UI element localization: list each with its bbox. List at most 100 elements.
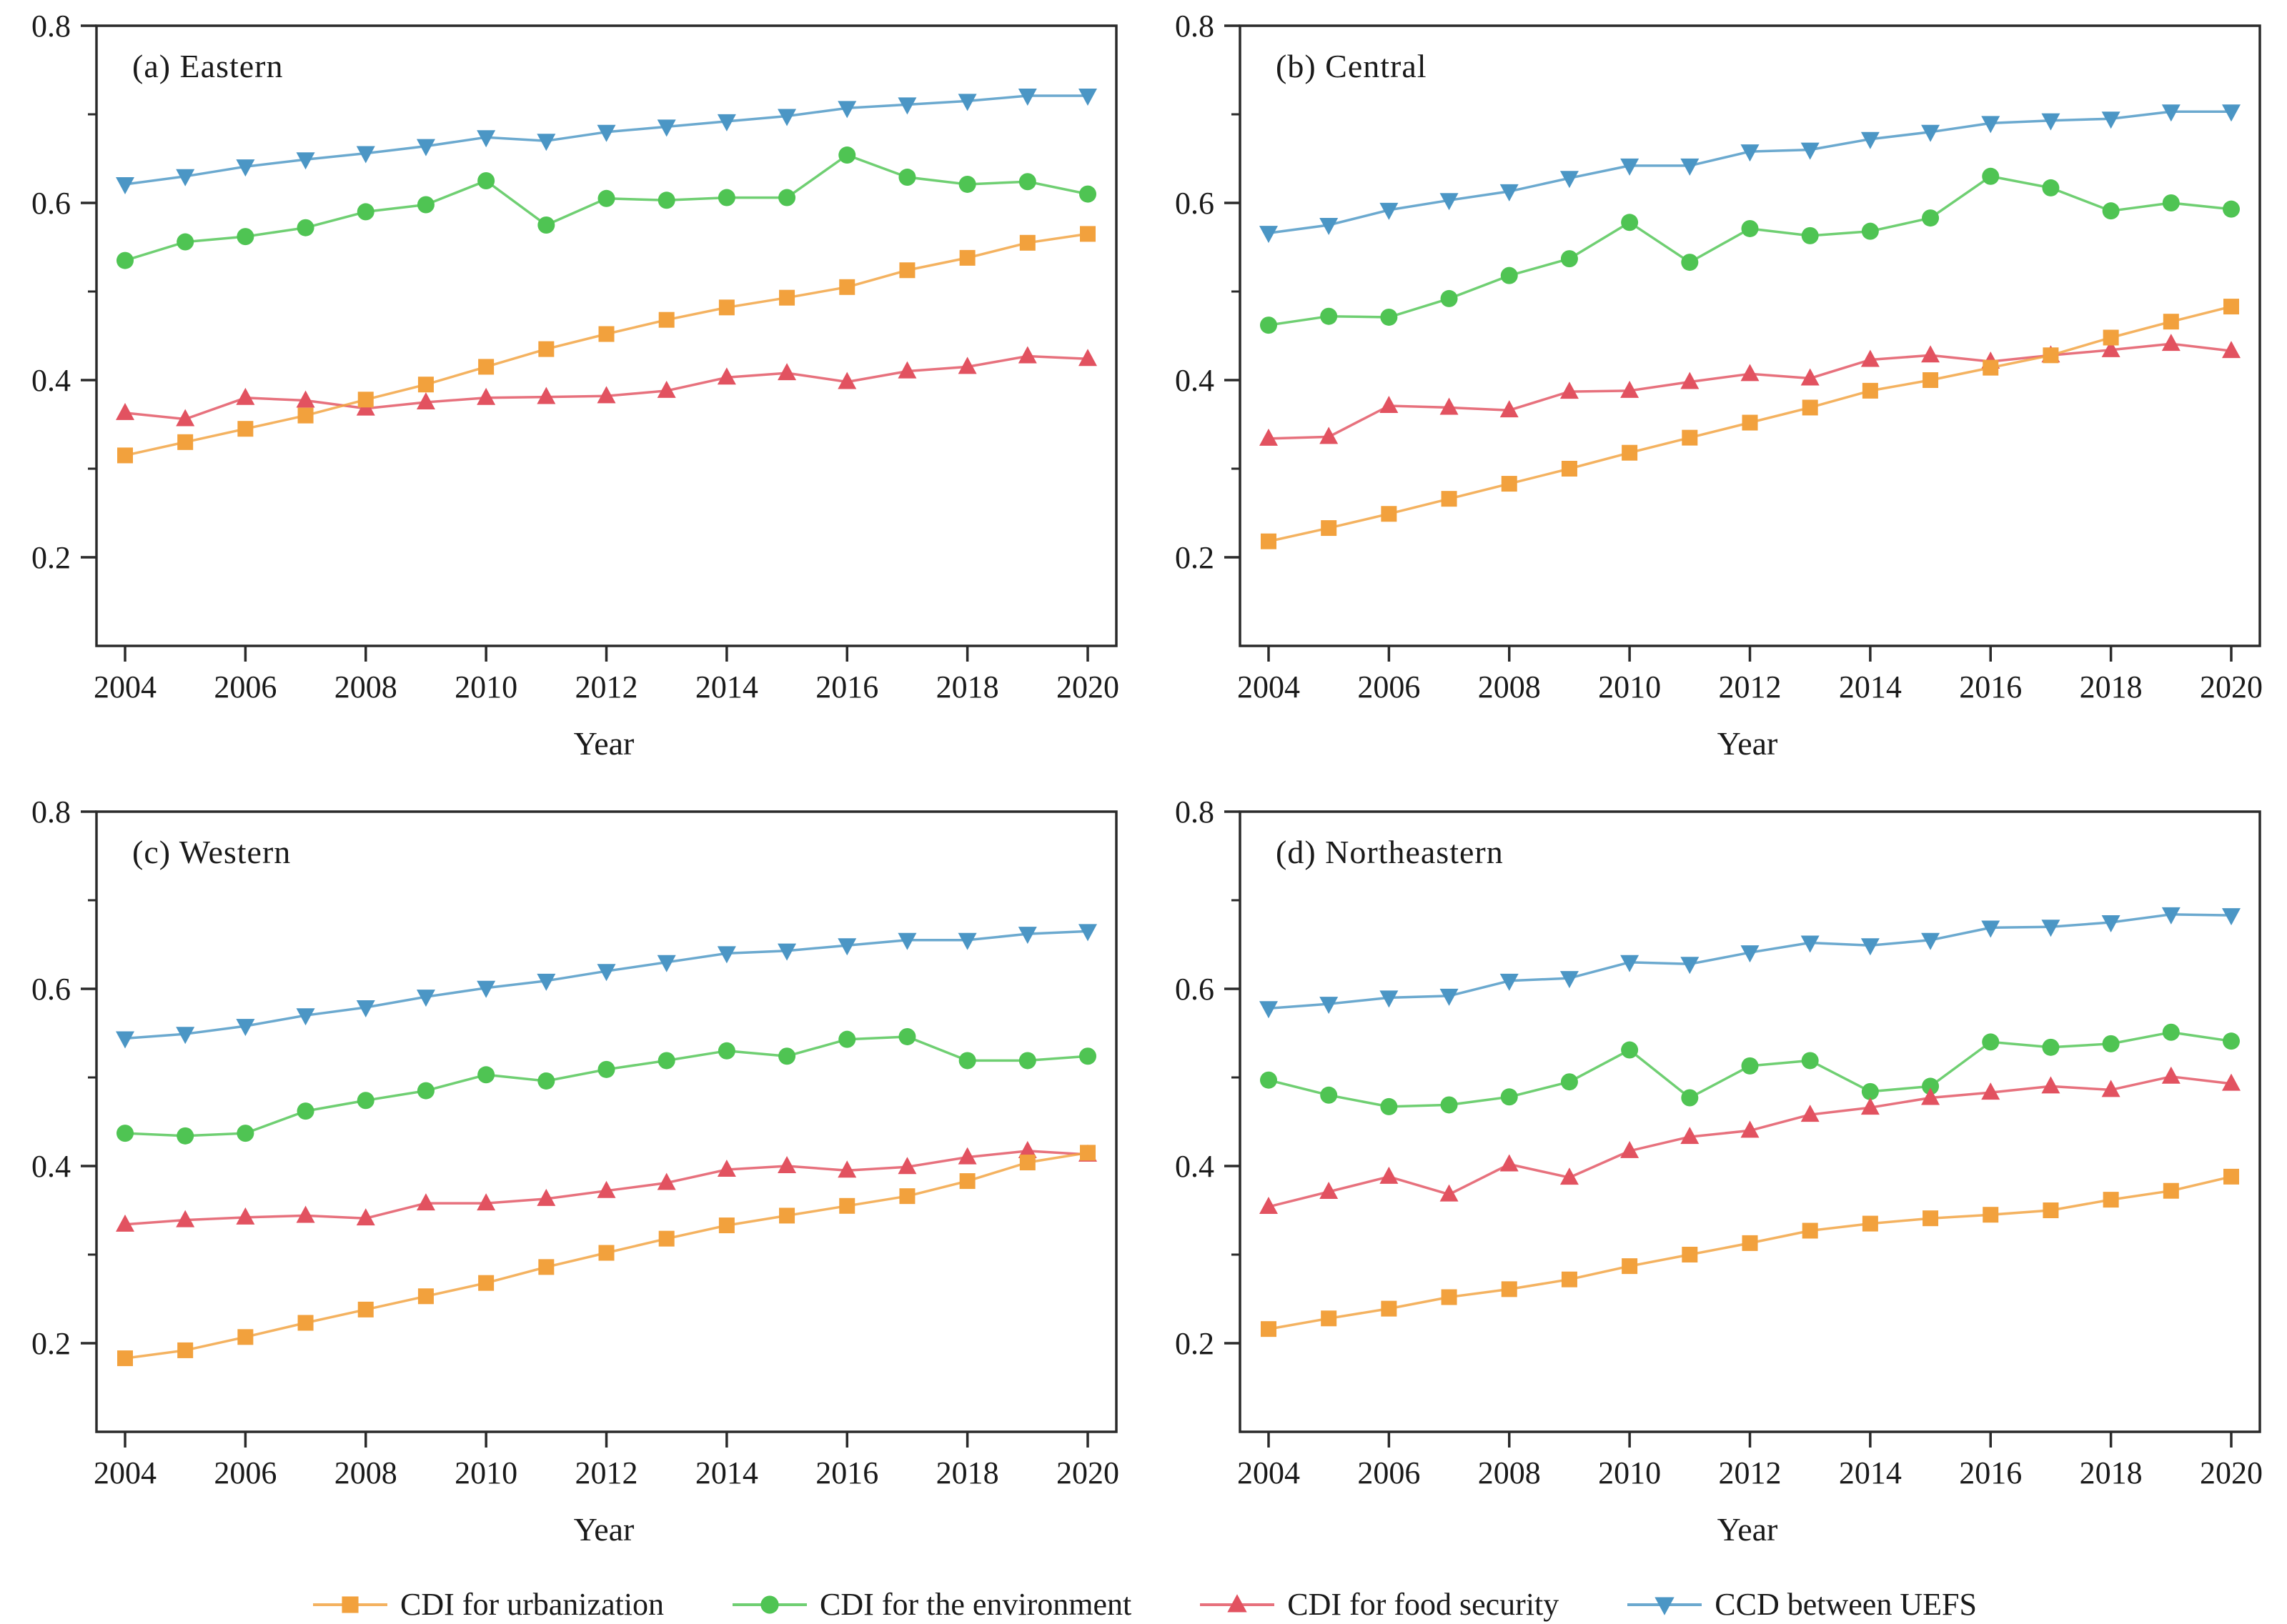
data-point-marker	[1861, 1082, 1879, 1100]
data-point-marker	[1380, 308, 1398, 326]
data-point-marker	[898, 361, 917, 379]
data-point-marker	[2041, 1076, 2060, 1094]
data-point-marker	[898, 169, 916, 186]
data-point-marker	[838, 146, 856, 164]
data-point-marker	[1742, 1235, 1758, 1251]
series-cdi-for-the-environment	[1260, 167, 2240, 334]
legend-label-urbanization: CDI for urbanization	[400, 1587, 665, 1622]
x-tick-label: 2016	[815, 1455, 878, 1490]
data-point-marker	[1018, 927, 1037, 945]
data-point-marker	[176, 169, 195, 186]
data-point-marker	[477, 387, 496, 405]
panel-northeastern: 0.2 0.4 0.6 0.8 2004 2006 2008 2010 2012 2014 2016…	[1144, 790, 2287, 1576]
data-point-marker	[1320, 307, 1338, 325]
data-point-marker	[117, 447, 133, 464]
data-point-marker	[1261, 533, 1276, 549]
data-point-marker	[1622, 1258, 1638, 1275]
xaxis-title-central: Year	[1717, 725, 1778, 762]
data-point-marker	[116, 251, 134, 269]
data-point-marker	[2163, 314, 2179, 330]
data-point-marker	[2041, 113, 2060, 131]
chart-grid: 0.2 0.4 0.6 0.8 2004 2006 2008 2010 2012 2014 2016…	[0, 9, 2287, 1576]
data-point-marker	[958, 94, 977, 111]
data-point-marker	[597, 964, 616, 982]
data-point-marker	[2223, 1032, 2240, 1050]
data-point-marker	[778, 1047, 796, 1065]
data-point-marker	[1620, 1140, 1639, 1158]
data-point-marker	[959, 1173, 976, 1190]
panel-western: 0.2 0.4 0.6 0.8 2004 2006 2008 2010 2012 2014 2016…	[0, 790, 1144, 1576]
data-point-marker	[1921, 345, 1940, 363]
x-tick-label: 2016	[1959, 1455, 2022, 1490]
data-point-marker	[357, 203, 374, 221]
data-point-marker	[1622, 444, 1638, 461]
data-point-marker	[958, 1147, 977, 1165]
data-point-marker	[1923, 1210, 1939, 1227]
data-point-marker	[1559, 171, 1579, 189]
data-point-marker	[537, 1072, 555, 1090]
data-point-marker	[236, 1207, 255, 1225]
data-point-marker	[538, 341, 555, 357]
axes: 0.2 0.4 0.6 0.8 2004 2006 2008 2010 2012 2014 2016…	[1175, 9, 2263, 704]
data-point-marker	[658, 312, 675, 328]
data-point-marker	[838, 1160, 857, 1178]
data-point-marker	[597, 1180, 616, 1198]
y-tick-label: 0.6	[1175, 972, 1214, 1007]
data-point-marker	[1019, 1155, 1036, 1171]
data-point-marker	[176, 409, 195, 427]
data-point-marker	[1499, 1154, 1519, 1172]
data-point-marker	[717, 114, 736, 131]
data-point-marker	[1380, 1097, 1398, 1115]
data-point-marker	[297, 407, 314, 424]
y-tick-label: 0.6	[31, 972, 71, 1007]
data-point-marker	[2161, 1066, 2181, 1084]
x-tick-label: 2020	[1056, 1455, 1119, 1490]
data-point-marker	[1439, 1184, 1459, 1202]
y-tick-label: 0.2	[31, 540, 71, 575]
data-point-marker	[1259, 1197, 1278, 1215]
data-point-marker	[1561, 461, 1577, 477]
data-point-marker	[598, 1245, 615, 1261]
data-point-marker	[1319, 427, 1339, 444]
data-point-marker	[1381, 506, 1397, 522]
data-point-marker	[2223, 299, 2239, 315]
data-point-marker	[1655, 1597, 1675, 1615]
data-point-marker	[778, 189, 796, 206]
chart-eastern-svg: 0.2 0.4 0.6 0.8 2004 2006 2008 2010 2012 2014 2016…	[31, 9, 1119, 704]
data-point-marker	[898, 932, 917, 950]
data-point-marker	[1321, 1310, 1337, 1327]
data-point-marker	[718, 299, 735, 316]
series-ccd-between-uefs	[1259, 104, 2241, 244]
y-tick-label: 0.4	[31, 363, 71, 398]
data-point-marker	[1740, 364, 1760, 382]
data-point-marker	[1259, 428, 1278, 446]
data-point-marker	[296, 152, 315, 170]
x-tick-label: 2020	[1056, 669, 1119, 704]
series-line	[1268, 110, 2231, 234]
data-point-marker	[717, 367, 736, 385]
data-point-marker	[718, 1217, 735, 1234]
x-tick-label: 2010	[1598, 669, 1661, 704]
y-tick-label: 0.6	[31, 186, 71, 221]
x-tick-label: 2012	[575, 669, 638, 704]
data-point-marker	[718, 189, 735, 206]
data-point-marker	[416, 139, 435, 156]
data-point-marker	[1440, 1096, 1458, 1114]
data-point-marker	[417, 1288, 434, 1305]
square-marker-icon	[310, 1588, 390, 1622]
x-tick-label: 2016	[815, 669, 878, 704]
data-point-marker	[1983, 359, 1999, 376]
data-point-marker	[1801, 1052, 1819, 1070]
chart-central-svg: 0.2 0.4 0.6 0.8 2004 2006 2008 2010 2012 2014 2016…	[1175, 9, 2263, 704]
y-tick-label: 0.8	[31, 9, 71, 44]
data-point-marker	[177, 434, 194, 450]
data-point-marker	[297, 219, 314, 236]
data-point-marker	[958, 932, 977, 950]
data-point-marker	[1559, 1167, 1579, 1185]
x-tick-label: 2006	[214, 669, 277, 704]
data-point-marker	[838, 372, 857, 389]
data-point-marker	[1260, 1071, 1277, 1089]
xaxis-title-western: Year	[573, 1511, 635, 1548]
data-point-marker	[778, 363, 797, 381]
